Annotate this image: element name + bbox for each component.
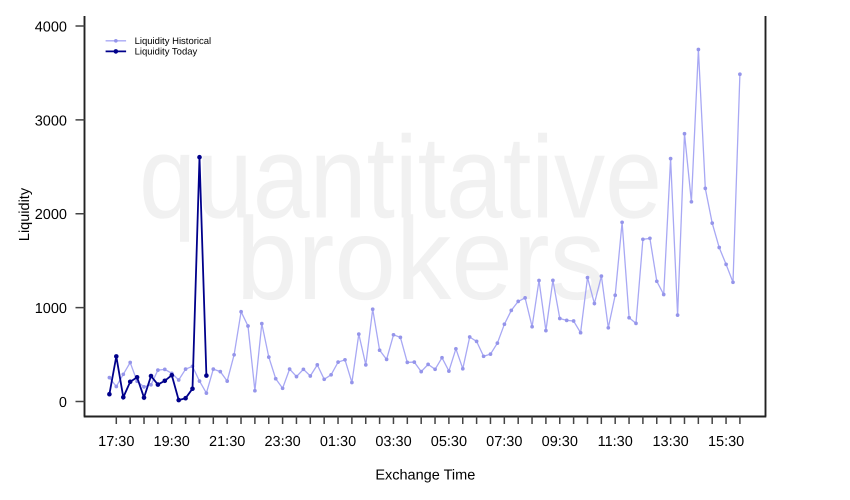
svg-text:01:30: 01:30: [320, 434, 356, 450]
svg-text:11:30: 11:30: [598, 434, 633, 450]
svg-text:17:30: 17:30: [98, 434, 134, 450]
svg-text:05:30: 05:30: [431, 434, 467, 450]
svg-text:15:30: 15:30: [708, 434, 744, 450]
svg-text:quantitative: quantitative: [139, 112, 662, 243]
svg-text:09:30: 09:30: [542, 434, 578, 450]
svg-text:4000: 4000: [35, 20, 67, 36]
svg-text:21:30: 21:30: [209, 434, 245, 450]
svg-text:03:30: 03:30: [375, 434, 411, 450]
svg-text:brokers: brokers: [236, 193, 605, 324]
svg-text:Liquidity Historical: Liquidity Historical: [135, 36, 212, 47]
svg-text:23:30: 23:30: [264, 434, 300, 450]
svg-text:0: 0: [59, 395, 67, 411]
svg-text:2000: 2000: [35, 207, 67, 223]
svg-text:13:30: 13:30: [652, 434, 688, 450]
svg-text:07:30: 07:30: [486, 434, 522, 450]
svg-text:3000: 3000: [35, 113, 67, 129]
svg-text:Liquidity: Liquidity: [17, 187, 33, 241]
svg-text:1000: 1000: [35, 301, 67, 317]
svg-text:Exchange Time: Exchange Time: [375, 468, 475, 484]
svg-text:Liquidity Today: Liquidity Today: [135, 47, 198, 58]
svg-text:19:30: 19:30: [154, 434, 190, 450]
